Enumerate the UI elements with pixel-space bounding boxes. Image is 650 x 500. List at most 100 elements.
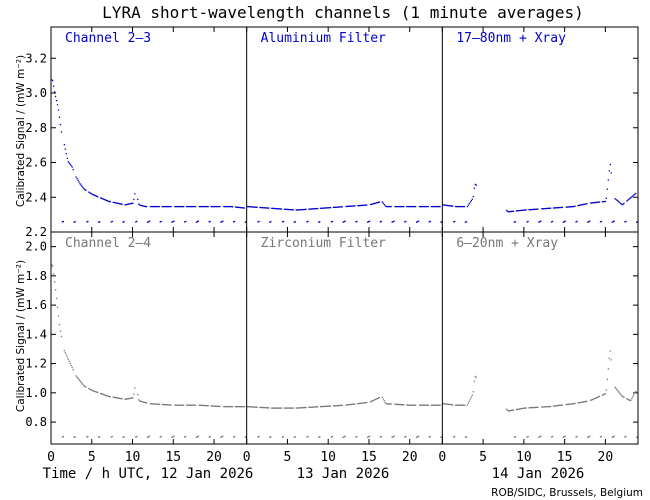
data-point — [332, 206, 335, 209]
data-point — [370, 203, 373, 205]
data-point — [635, 192, 637, 195]
data-point — [177, 404, 179, 406]
data-point — [555, 207, 558, 209]
data-point — [320, 207, 322, 209]
data-point — [315, 208, 317, 210]
data-point — [514, 221, 517, 223]
data-point — [187, 205, 190, 208]
data-point — [422, 205, 425, 208]
data-point — [188, 404, 191, 406]
data-point — [466, 404, 469, 406]
data-point — [92, 390, 94, 392]
data-point — [105, 394, 108, 397]
data-point — [163, 205, 165, 208]
data-point — [290, 407, 292, 409]
data-point — [352, 403, 354, 405]
x-tick-label: 0 — [47, 450, 55, 465]
data-point — [97, 221, 100, 223]
data-point — [120, 397, 122, 400]
data-point — [594, 397, 597, 399]
data-point — [274, 407, 276, 409]
data-point — [297, 407, 299, 409]
data-point — [360, 402, 362, 404]
data-point — [560, 404, 563, 406]
data-point — [455, 205, 457, 208]
data-point — [205, 205, 207, 208]
x-tick-label: 15 — [165, 450, 181, 465]
data-point — [269, 221, 271, 223]
data-point — [154, 403, 157, 405]
data-point — [95, 391, 97, 393]
data-point — [148, 435, 151, 437]
data-point — [204, 404, 206, 407]
data-point — [291, 209, 293, 211]
data-point — [51, 265, 54, 267]
data-point — [206, 405, 208, 407]
data-point — [445, 204, 447, 206]
data-point — [404, 221, 406, 223]
data-point — [529, 407, 531, 409]
data-point — [326, 207, 329, 209]
data-point — [399, 403, 401, 406]
data-point — [263, 406, 265, 409]
data-point — [406, 404, 408, 406]
data-point — [568, 206, 570, 208]
data-point — [409, 205, 411, 208]
data-point — [567, 403, 569, 405]
data-point — [216, 205, 218, 208]
data-point — [279, 407, 282, 409]
data-point — [62, 435, 65, 438]
data-point — [516, 408, 518, 411]
data-point — [389, 205, 391, 208]
data-point — [302, 208, 304, 211]
data-point — [142, 401, 145, 403]
data-point — [634, 392, 636, 394]
data-point — [606, 188, 608, 190]
data-point — [588, 436, 590, 438]
data-point — [104, 199, 107, 201]
data-point — [467, 402, 470, 404]
data-point — [328, 405, 331, 407]
data-point — [148, 220, 151, 222]
data-point — [92, 193, 94, 196]
data-point — [345, 404, 347, 406]
data-point — [554, 207, 557, 209]
data-point — [600, 220, 603, 223]
data-point — [398, 205, 400, 208]
data-point — [435, 404, 437, 406]
data-point — [137, 198, 139, 201]
data-point — [535, 406, 537, 409]
data-point — [206, 205, 208, 208]
data-point — [365, 402, 367, 404]
data-point — [533, 406, 535, 409]
data-point — [281, 436, 284, 438]
data-point — [162, 205, 164, 208]
data-point — [380, 220, 382, 223]
data-point — [593, 397, 596, 400]
data-point — [106, 200, 109, 202]
data-point — [107, 395, 110, 397]
data-point — [57, 315, 60, 317]
data-point — [349, 403, 351, 406]
data-point — [346, 404, 348, 406]
data-point — [452, 205, 454, 207]
data-point — [533, 208, 535, 211]
data-point — [239, 206, 242, 209]
data-point — [75, 375, 77, 377]
data-point — [334, 206, 337, 208]
data-point — [385, 403, 387, 405]
data-point — [186, 404, 189, 406]
data-point — [422, 404, 425, 406]
data-point — [325, 207, 328, 209]
data-point — [463, 404, 466, 406]
data-point — [384, 401, 386, 404]
data-point — [619, 202, 621, 204]
data-point — [224, 205, 226, 208]
data-point — [605, 389, 608, 391]
data-point — [80, 381, 82, 383]
data-point — [513, 221, 516, 223]
data-point — [180, 404, 182, 406]
data-point — [200, 404, 202, 406]
data-point — [91, 193, 93, 195]
y-tick-label: 2.2 — [25, 225, 47, 239]
